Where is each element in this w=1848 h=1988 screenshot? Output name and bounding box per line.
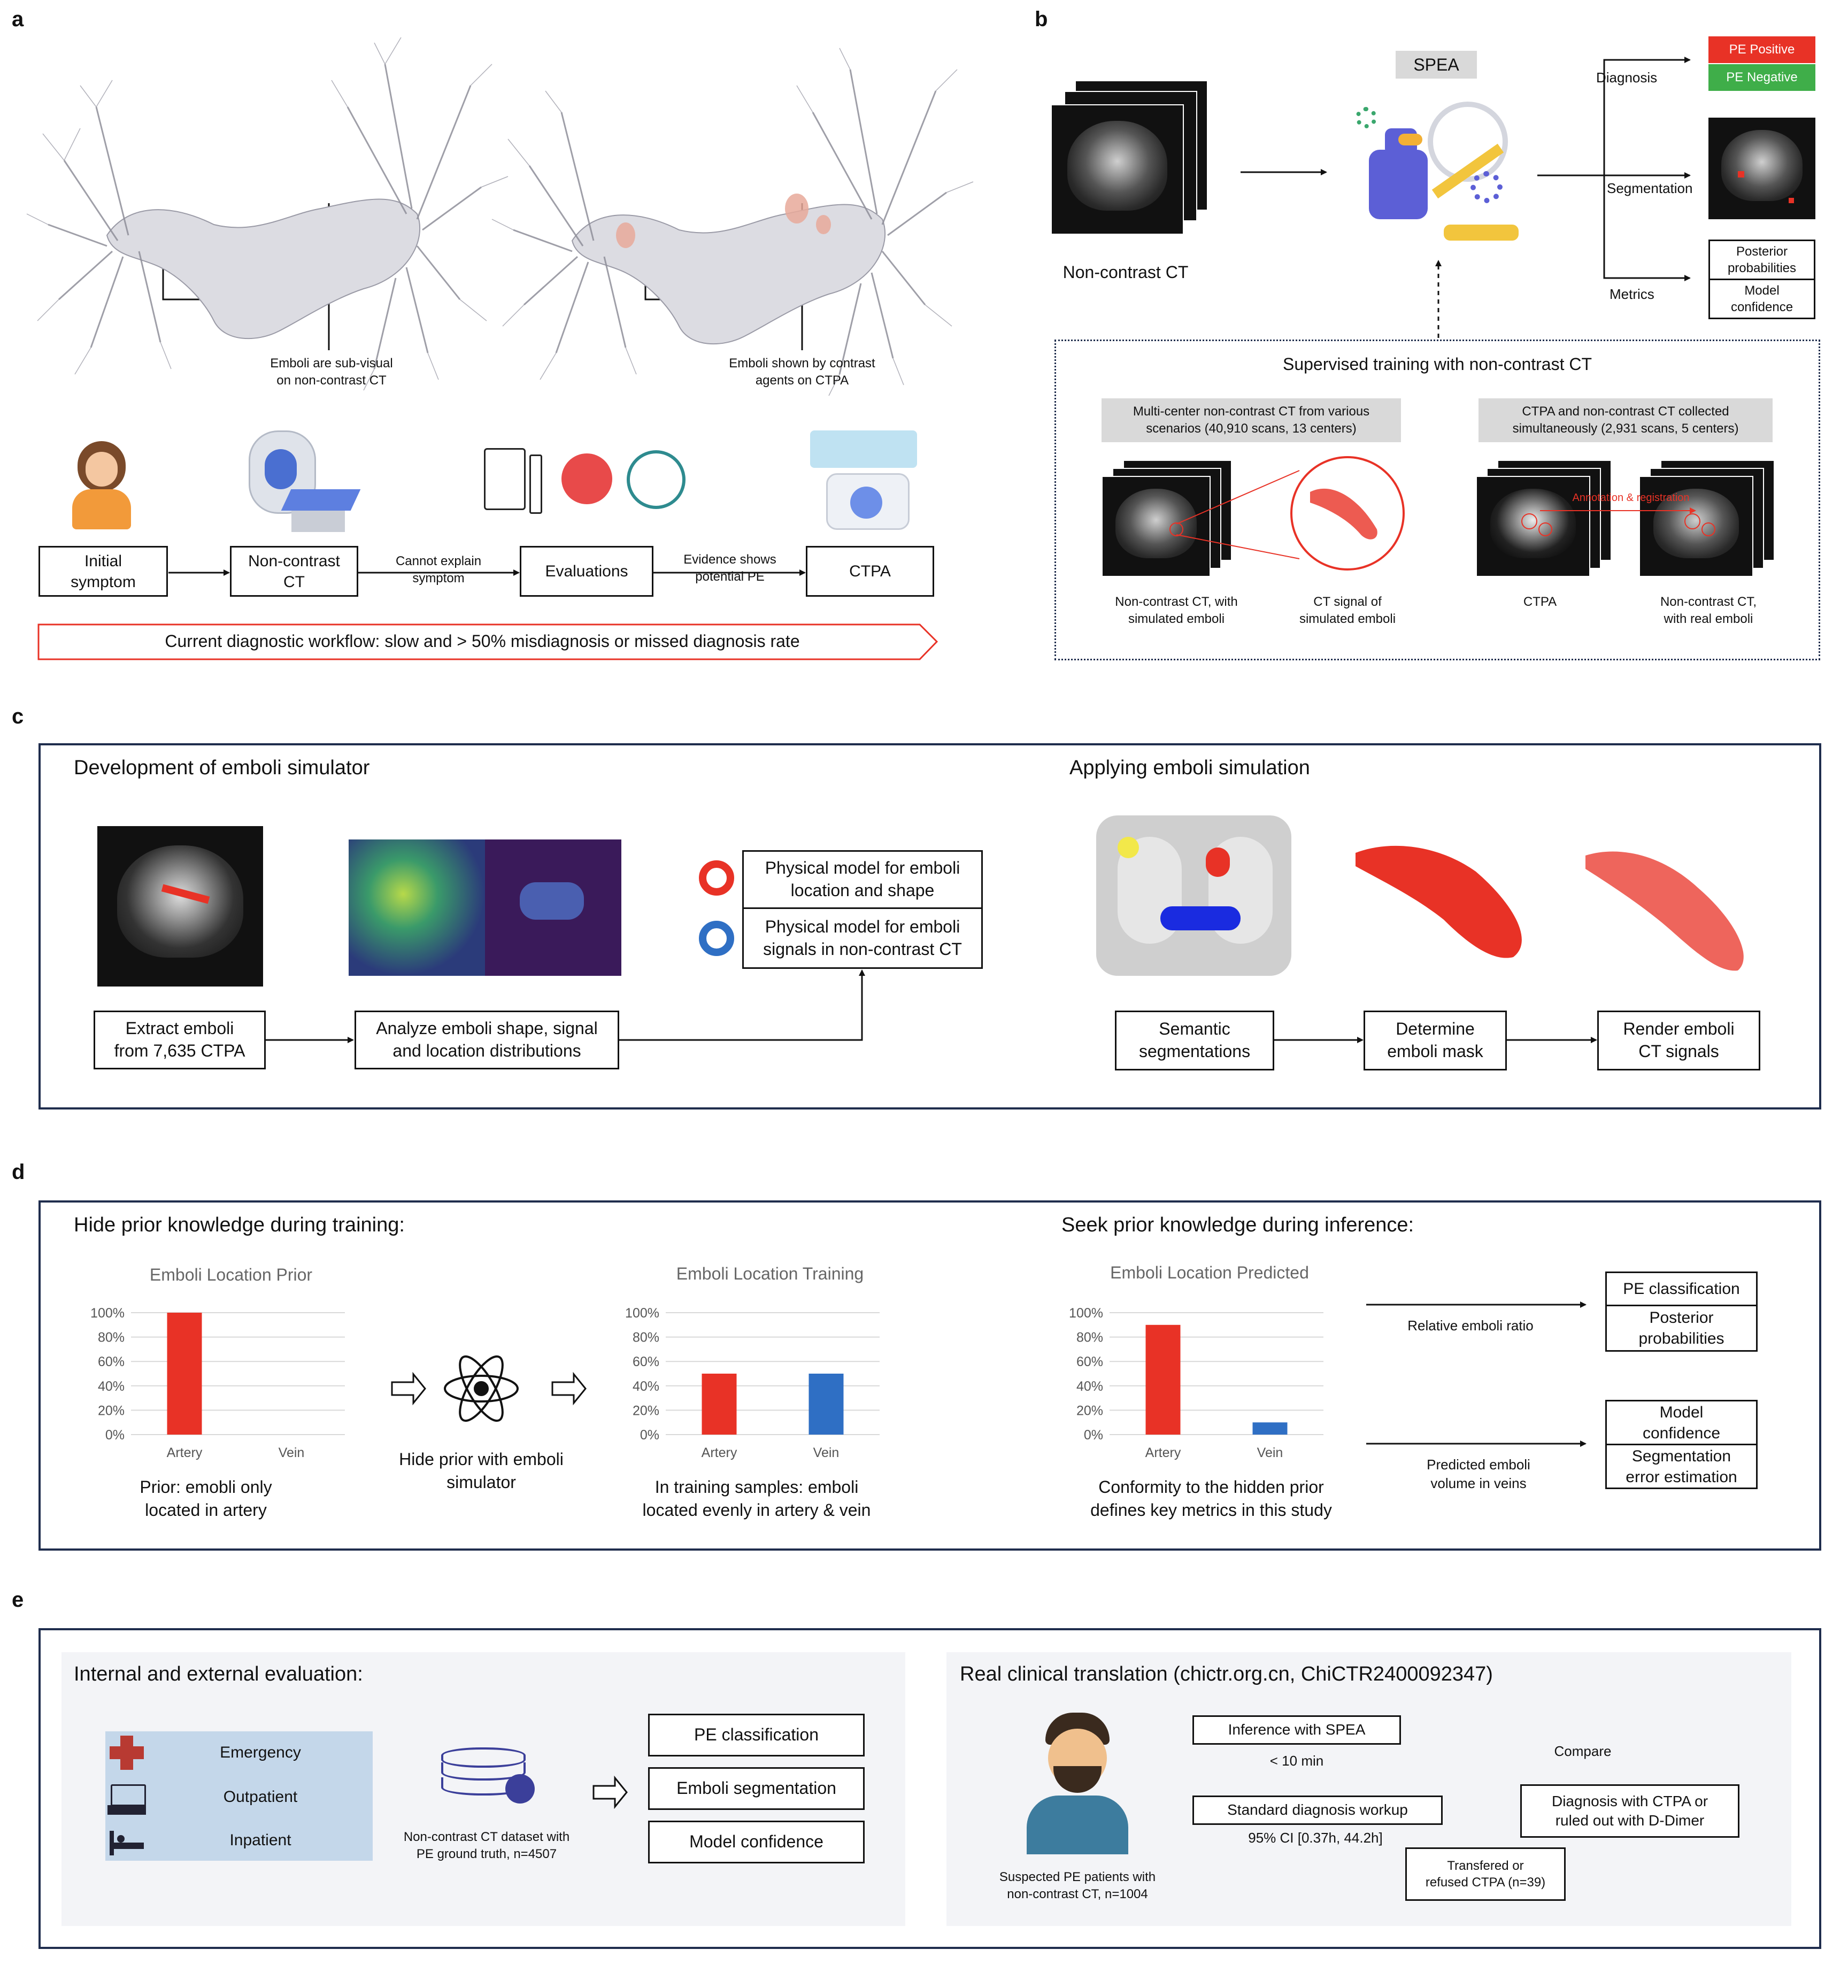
scenario-outpatient: Outpatient — [105, 1776, 373, 1818]
volume-label: Predicted emboli volume in veins — [1427, 1457, 1530, 1492]
scenario-inpatient-label: Inpatient — [229, 1831, 291, 1849]
arrow-text-evidence: Evidence shows potential PE — [683, 552, 776, 584]
spea-label: SPEA — [1396, 51, 1477, 79]
physical-model-signal: Physical model for emboli signals in non… — [742, 907, 983, 969]
ct-stack-front — [1051, 104, 1184, 235]
inference-box: Inference with SPEA — [1192, 1715, 1401, 1745]
transferred-box: Transfered or refused CTPA (n=39) — [1405, 1847, 1566, 1901]
step-evaluations: Evaluations — [520, 546, 653, 597]
panel-c-title-right: Applying emboli simulation — [1069, 757, 1310, 779]
eval-out-classification: PE classification — [648, 1714, 865, 1756]
render-signals-box: Render emboli CT signals — [1597, 1011, 1760, 1070]
clipboard-icon — [484, 448, 526, 510]
caption-ctpa: CTPA — [1523, 595, 1557, 609]
panel-b-label: b — [1035, 7, 1048, 31]
compare-label: Compare — [1554, 1743, 1612, 1759]
blood-test-icon — [561, 453, 612, 504]
clinic-icon — [105, 1776, 148, 1818]
inference-time: < 10 min — [1269, 1753, 1324, 1769]
ratio-label: Relative emboli ratio — [1407, 1317, 1534, 1334]
caption-sim-ct: Non-contrast CT, with simulated emboli — [1115, 595, 1238, 627]
ctpa-front — [1476, 476, 1590, 577]
patient-avatar — [1016, 1710, 1139, 1854]
sim-ct-front — [1102, 476, 1211, 577]
metric-posterior: Posterior probabilities — [1708, 240, 1815, 280]
scenario-inpatient: Inpatient — [105, 1820, 373, 1861]
out-segmentation-error: Segmentation error estimation — [1605, 1444, 1758, 1489]
analyze-emboli-box: Analyze emboli shape, signal and locatio… — [355, 1011, 619, 1069]
panel-e-frame — [38, 1628, 1821, 1949]
caption-sub-visual: Emboli are sub-visual on non-contrast CT — [270, 356, 393, 388]
panel-c-frame — [38, 743, 1821, 1109]
out-pe-classification: PE classification — [1605, 1272, 1758, 1306]
workflow-banner-text: Current diagnostic workflow: slow and > … — [165, 631, 800, 651]
panel-e-title-right: Real clinical translation (chictr.org.cn… — [960, 1663, 1493, 1685]
standard-workup-box: Standard diagnosis workup — [1192, 1796, 1443, 1825]
arrow-text-cannot-explain: Cannot explain symptom — [395, 554, 482, 586]
out-model-confidence: Model confidence — [1605, 1400, 1758, 1445]
caption-training: In training samples: emboli located even… — [642, 1477, 871, 1520]
panel-a-label: a — [12, 7, 24, 31]
standard-time: 95% CI [0.37h, 44.2h] — [1248, 1830, 1383, 1846]
metric-confidence: Model confidence — [1708, 279, 1815, 319]
semantic-segmentation-box: Semantic segmentations — [1115, 1011, 1274, 1070]
source-paired: CTPA and non-contrast CT collected simul… — [1479, 398, 1773, 442]
diagnosis-box: Diagnosis with CTPA or ruled out with D-… — [1520, 1784, 1739, 1838]
caption-predicted: Conformity to the hidden prior defines k… — [1090, 1477, 1332, 1520]
panel-e-title-left: Internal and external evaluation: — [74, 1663, 363, 1685]
patient-illustration — [67, 436, 136, 532]
ct-scanner-icon — [238, 430, 361, 537]
pe-positive-badge: PE Positive — [1708, 36, 1815, 63]
branch-metrics: Metrics — [1610, 286, 1654, 302]
out-posterior: Posterior probabilities — [1605, 1305, 1758, 1352]
caption-sim-signal: CT signal of simulated emboli — [1299, 595, 1396, 627]
source-multicenter: Multi-center non-contrast CT from variou… — [1102, 398, 1401, 442]
step-ctpa: CTPA — [806, 546, 934, 597]
caption-contrast: Emboli shown by contrast agents on CTPA — [729, 356, 875, 388]
hospital-bed-icon — [105, 1820, 148, 1861]
determine-mask-box: Determine emboli mask — [1364, 1011, 1507, 1070]
patients-caption: Suspected PE patients with non-contrast … — [999, 1870, 1156, 1902]
dataset-caption: Non-contrast CT dataset with PE ground t… — [403, 1830, 570, 1862]
ctpa-emboli-image — [97, 826, 263, 987]
step-initial-symptom: Initial symptom — [38, 546, 168, 597]
scenario-outpatient-label: Outpatient — [223, 1788, 298, 1806]
caption-real-emboli: Non-contrast CT, with real emboli — [1660, 595, 1757, 627]
physical-model-location: Physical model for emboli location and s… — [742, 850, 983, 909]
ultrasound-icon — [627, 450, 686, 509]
extract-emboli-box: Extract emboli from 7,635 CTPA — [94, 1011, 266, 1069]
panel-c-title-left: Development of emboli simulator — [74, 757, 370, 779]
branch-segmentation: Segmentation — [1607, 180, 1693, 196]
scenario-emergency: Emergency — [105, 1731, 373, 1774]
training-frame — [1054, 340, 1820, 660]
panel-c-label: c — [12, 705, 24, 728]
scenario-emergency-label: Emergency — [220, 1744, 301, 1761]
panel-d-label: d — [12, 1160, 25, 1184]
caption-prior: Prior: emobli only located in artery — [140, 1477, 272, 1520]
caption-hide-prior: Hide prior with emboli simulator — [399, 1450, 564, 1492]
pen-icon — [529, 454, 542, 514]
annotation-label: Annotation & registration — [1572, 492, 1690, 504]
branch-diagnosis: Diagnosis — [1596, 70, 1658, 86]
semantic-segmentation-image — [1096, 815, 1291, 976]
step-non-contrast-ct: Non-contrast CT — [230, 546, 358, 597]
database-icon — [441, 1747, 543, 1806]
spea-robot-illustration — [1348, 91, 1519, 246]
distribution-map-image — [349, 839, 621, 976]
eval-out-segmentation: Emboli segmentation — [648, 1767, 865, 1810]
pe-negative-badge: PE Negative — [1708, 64, 1815, 91]
ctpa-scanner-icon — [805, 430, 922, 530]
emergency-cross-icon — [105, 1731, 148, 1774]
segmentation-ct-image — [1708, 118, 1815, 219]
panel-d-title-left: Hide prior knowledge during training: — [74, 1214, 405, 1236]
eval-out-confidence: Model confidence — [648, 1821, 865, 1863]
panel-e-label: e — [12, 1588, 24, 1612]
input-caption: Non-contrast CT — [1062, 263, 1189, 282]
training-title: Supervised training with non-contrast CT — [1282, 355, 1592, 374]
panel-d-title-right: Seek prior knowledge during inference: — [1061, 1214, 1414, 1236]
panel-d-frame — [38, 1200, 1821, 1551]
scenario-panel — [105, 1731, 373, 1861]
